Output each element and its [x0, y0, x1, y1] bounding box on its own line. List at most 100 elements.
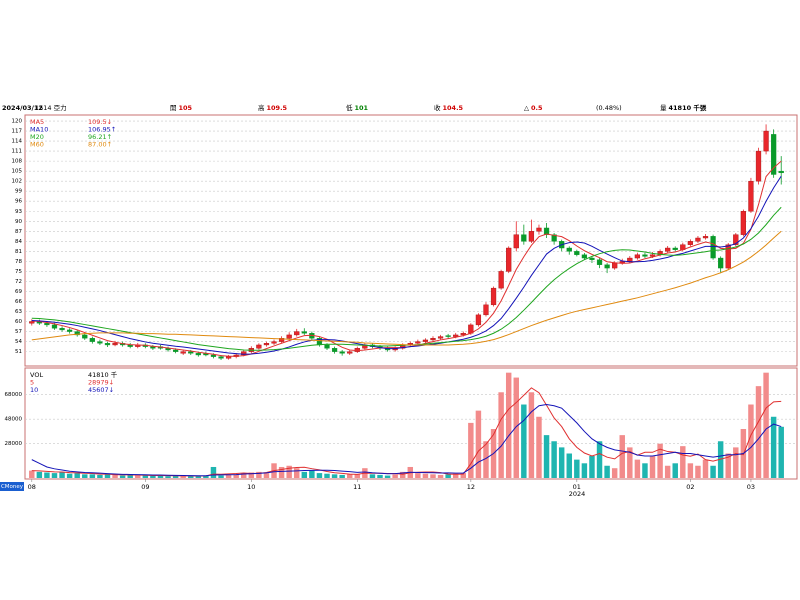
ma-line — [31, 230, 782, 346]
volume-bar — [142, 475, 149, 478]
volume-bar — [468, 422, 474, 478]
volume-bar — [210, 466, 217, 478]
volume-bar — [430, 474, 436, 478]
legend-name: 5 — [30, 379, 34, 387]
volume-bar — [104, 474, 111, 478]
volume-bar — [51, 473, 58, 478]
candle-body — [59, 328, 65, 331]
volume-bar — [634, 459, 641, 478]
candle-body — [755, 150, 762, 182]
volume-bar — [89, 474, 96, 478]
volume-bar — [452, 473, 459, 478]
candle-body — [82, 334, 88, 339]
volume-bar — [309, 470, 315, 478]
x-tick-label: 11 — [353, 483, 361, 491]
quote-label: 量 — [660, 104, 667, 112]
volume-bar — [604, 465, 610, 478]
candle-body — [551, 234, 557, 242]
quote-value: 101 — [355, 104, 369, 112]
volume-bar — [369, 474, 376, 478]
candle-body — [748, 180, 754, 212]
volume-bar — [324, 473, 330, 478]
volume-bar — [256, 471, 262, 478]
volume-bar — [286, 465, 292, 478]
y-tick-label: 114 — [12, 139, 23, 145]
legend-name: M60 — [30, 141, 44, 149]
y-tick-label: 75 — [15, 269, 22, 275]
volume-bar — [119, 475, 126, 478]
y-tick-label: 28000 — [5, 441, 23, 447]
candle-body — [604, 264, 610, 269]
volume-bar — [581, 463, 588, 478]
legend-value: 45607↓ — [88, 386, 114, 394]
candle-body — [263, 343, 270, 346]
volume-bar — [203, 475, 209, 478]
candle-body — [536, 227, 542, 232]
candle-body — [513, 234, 519, 249]
candle-body — [687, 241, 693, 245]
candle-body — [180, 351, 186, 354]
candle-body — [702, 236, 709, 239]
volume-bar — [82, 474, 88, 478]
candle-body — [763, 130, 769, 152]
quote-date: 2024/03/12 — [2, 104, 43, 112]
quote-value: 104.5 — [443, 104, 464, 112]
volume-bar — [97, 474, 103, 478]
legend-value: 28979↓ — [88, 379, 114, 387]
candle-body — [294, 331, 300, 336]
volume-bar — [657, 443, 663, 478]
volume-bar — [165, 476, 171, 478]
quote-label: △ — [524, 104, 529, 112]
y-tick-label: 81 — [15, 249, 22, 255]
volume-bar — [763, 372, 769, 478]
candle-body — [475, 314, 482, 326]
y-tick-label: 108 — [12, 159, 23, 165]
volume-bar — [135, 475, 141, 478]
y-tick-label: 87 — [15, 229, 22, 235]
volume-bar — [475, 410, 482, 478]
legend-value: 87.00↑ — [88, 141, 112, 149]
candle-body — [642, 254, 648, 257]
candle-body — [521, 234, 527, 242]
volume-bar — [755, 386, 762, 478]
y-tick-label: 66 — [15, 299, 22, 305]
legend-name: MA5 — [30, 118, 44, 126]
volume-bar — [233, 474, 239, 478]
y-tick-label: 60 — [15, 319, 22, 325]
candle-body — [188, 351, 194, 354]
candle-body — [256, 344, 262, 349]
x-tick-label: 10 — [247, 483, 255, 491]
year-label: 2024 — [569, 490, 586, 498]
y-tick-label: 111 — [12, 149, 23, 155]
candle-body — [498, 271, 504, 289]
volume-bar — [551, 441, 557, 478]
volume-bar — [680, 446, 686, 478]
legend-name: 10 — [30, 386, 38, 394]
x-tick-label: 01 — [573, 483, 581, 491]
y-tick-label: 105 — [12, 169, 23, 175]
volume-bar — [384, 475, 391, 478]
stock-name: 1514 亞力 — [35, 103, 67, 112]
volume-legend-value: 41810 千 — [88, 370, 118, 379]
volume-bar — [498, 392, 504, 478]
volume-bar — [377, 474, 383, 478]
volume-bar — [248, 472, 255, 478]
candle-body — [430, 338, 436, 341]
volume-bar — [725, 453, 731, 478]
volume-bar — [294, 468, 300, 478]
candle-body — [778, 170, 784, 174]
volume-bar — [611, 468, 618, 478]
volume-bar — [437, 474, 444, 478]
volume-bar — [543, 435, 550, 478]
candle-body — [415, 341, 421, 344]
candle-body — [612, 262, 618, 269]
candle-body — [347, 351, 353, 354]
candle-body — [51, 324, 58, 329]
y-tick-label: 54 — [15, 339, 22, 345]
volume-bar — [172, 475, 179, 478]
y-tick-label: 51 — [15, 349, 22, 355]
candle-body — [112, 343, 118, 346]
candle-body — [596, 259, 603, 265]
y-tick-label: 93 — [15, 209, 22, 215]
